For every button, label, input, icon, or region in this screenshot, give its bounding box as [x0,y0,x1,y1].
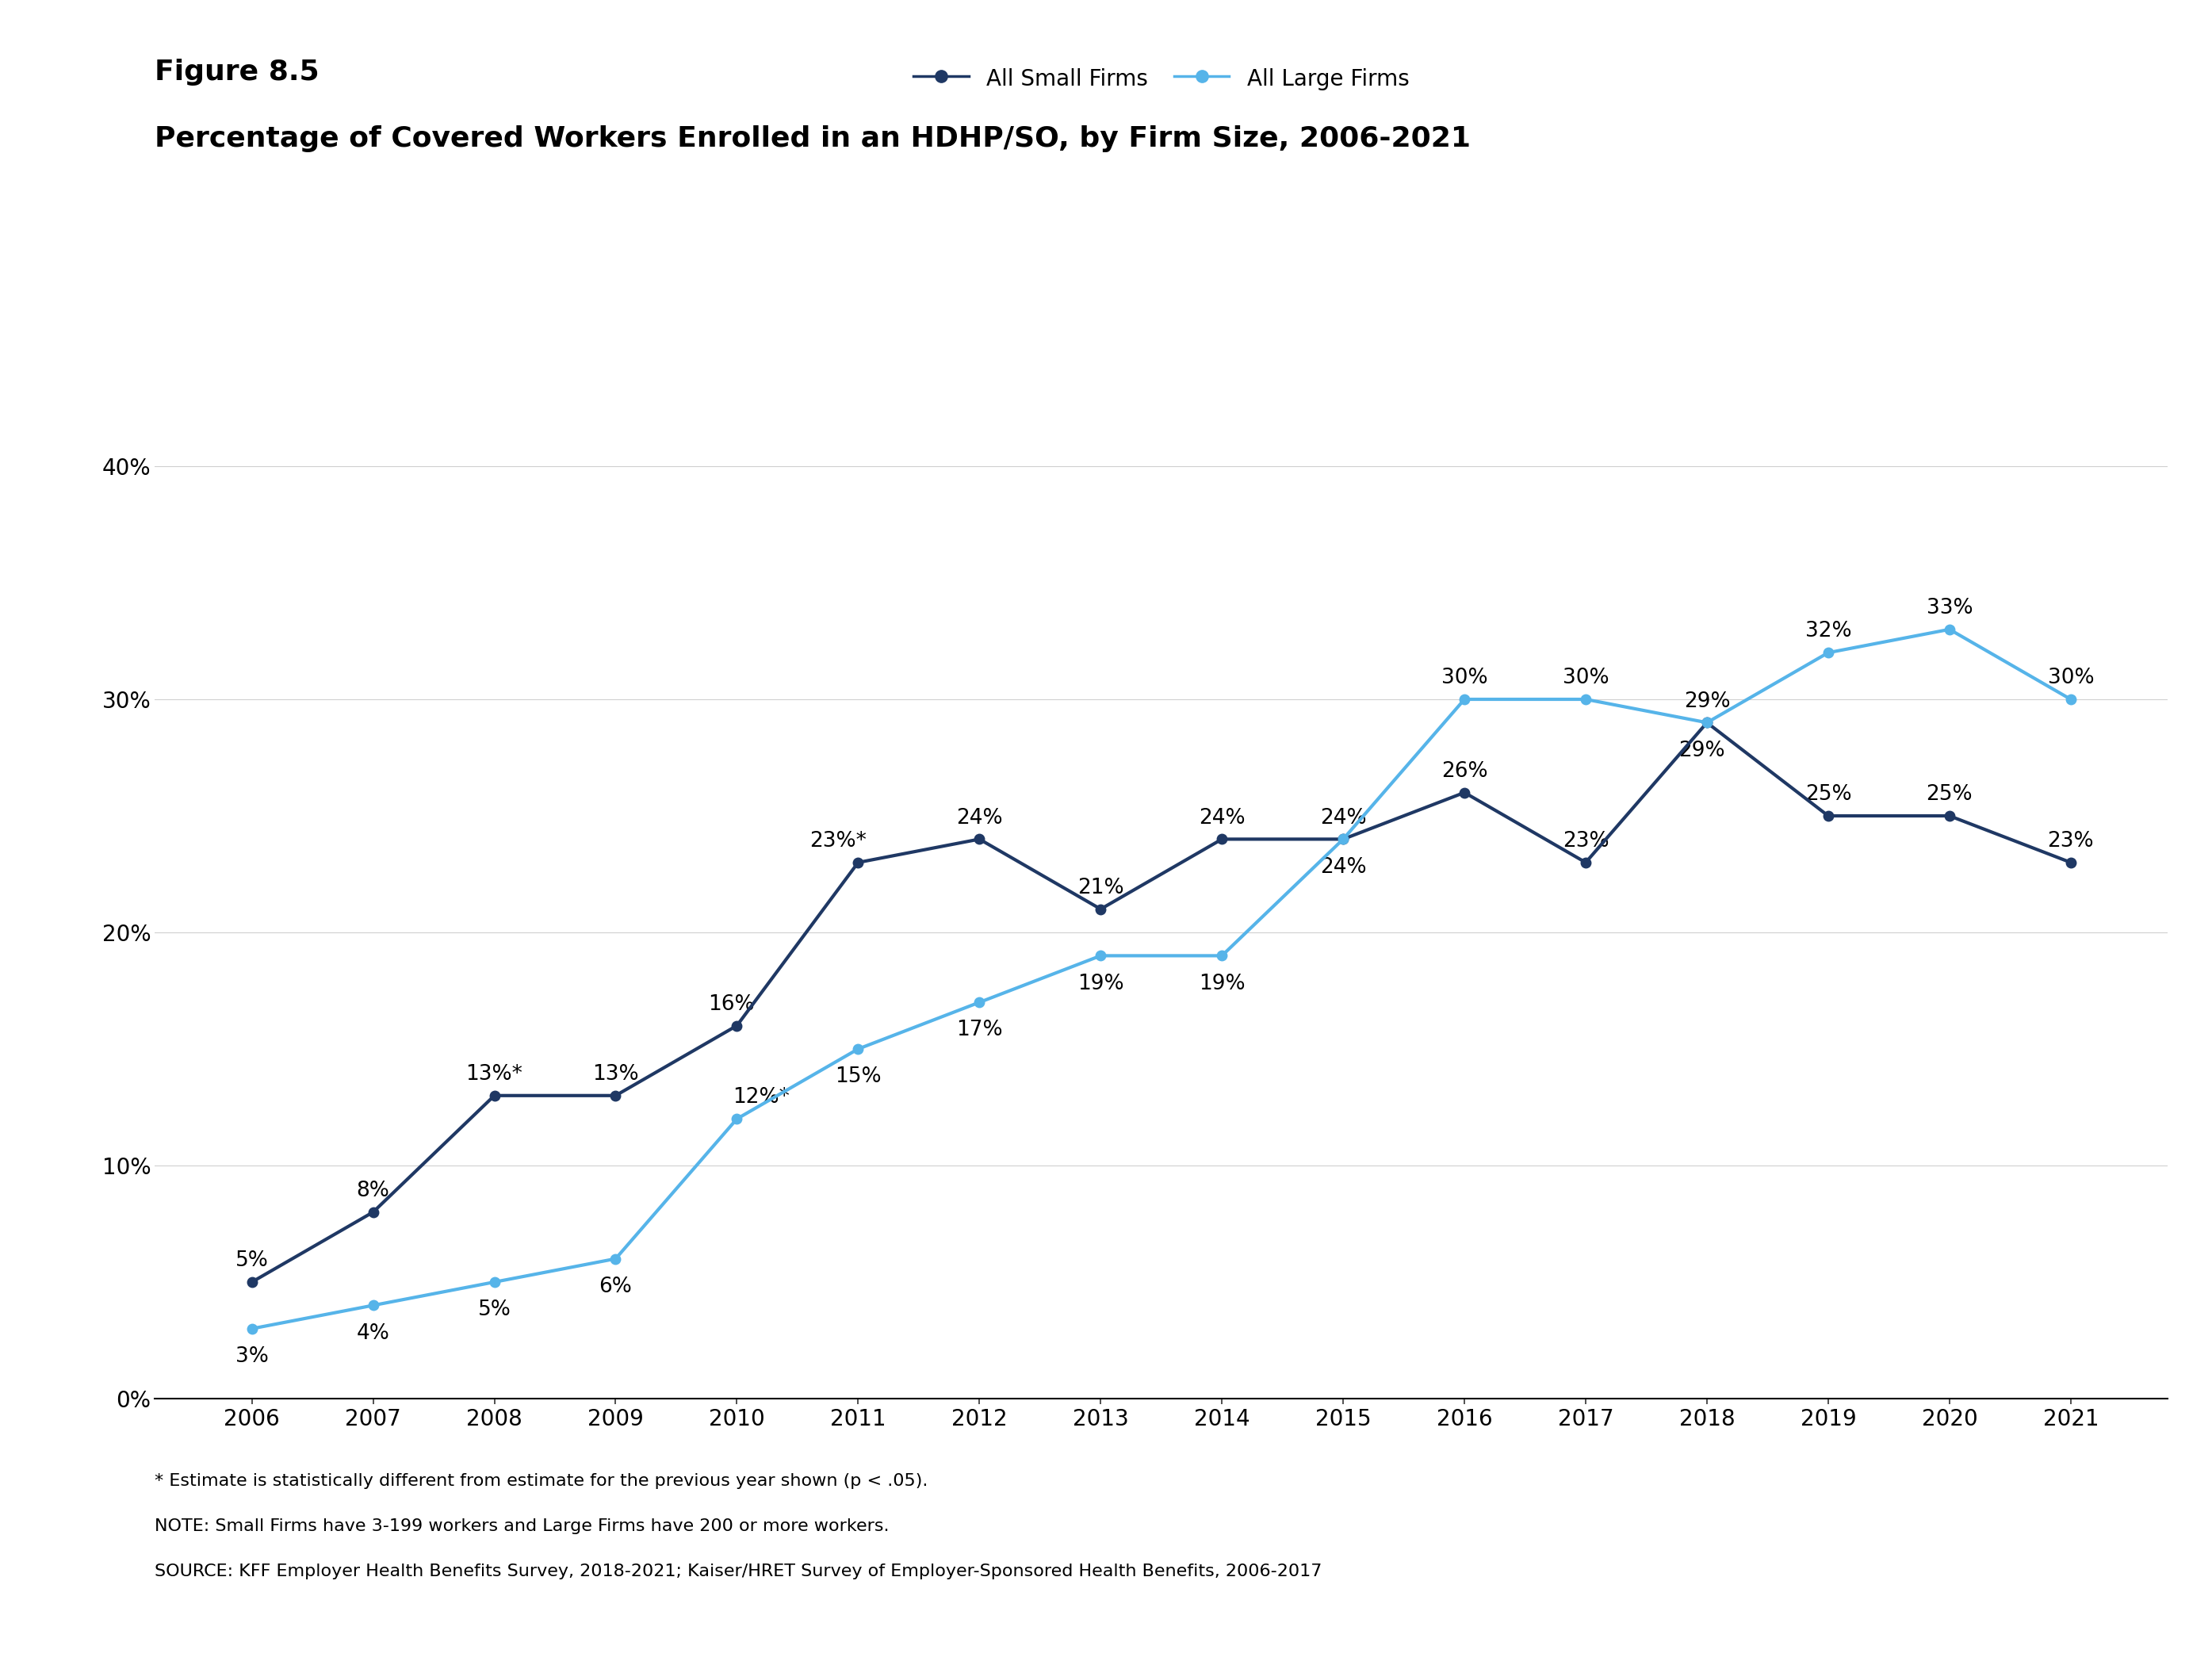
Text: 15%: 15% [834,1067,880,1087]
Text: 30%: 30% [1562,668,1608,688]
Text: 25%: 25% [1927,784,1973,804]
Text: Percentage of Covered Workers Enrolled in an HDHP/SO, by Firm Size, 2006-2021: Percentage of Covered Workers Enrolled i… [155,125,1471,152]
Text: 23%: 23% [2048,831,2095,851]
Text: 24%: 24% [1321,808,1367,828]
Text: 8%: 8% [356,1180,389,1200]
Text: 25%: 25% [1805,784,1851,804]
Text: 24%: 24% [1321,857,1367,877]
Text: 3%: 3% [234,1347,268,1367]
Text: 33%: 33% [1927,598,1973,618]
Legend: All Small Firms, All Large Firms: All Small Firms, All Large Firms [914,67,1409,90]
Text: 13%*: 13%* [467,1064,522,1084]
Text: 23%*: 23%* [810,831,867,851]
Text: 29%: 29% [1683,691,1730,711]
Text: 19%: 19% [1077,974,1124,994]
Text: 30%: 30% [2048,668,2095,688]
Text: 6%: 6% [599,1277,633,1297]
Text: 16%: 16% [708,994,754,1014]
Text: 29%: 29% [1679,741,1725,761]
Text: SOURCE: KFF Employer Health Benefits Survey, 2018-2021; Kaiser/HRET Survey of Em: SOURCE: KFF Employer Health Benefits Sur… [155,1563,1323,1580]
Text: 4%: 4% [356,1324,389,1344]
Text: NOTE: Small Firms have 3-199 workers and Large Firms have 200 or more workers.: NOTE: Small Firms have 3-199 workers and… [155,1518,889,1535]
Text: 5%: 5% [234,1250,268,1270]
Text: 21%: 21% [1077,877,1124,897]
Text: 24%: 24% [956,808,1002,828]
Text: 5%: 5% [478,1300,511,1320]
Text: 24%: 24% [1199,808,1245,828]
Text: 32%: 32% [1805,621,1851,641]
Text: 30%: 30% [1442,668,1489,688]
Text: 19%: 19% [1199,974,1245,994]
Text: * Estimate is statistically different from estimate for the previous year shown : * Estimate is statistically different fr… [155,1474,929,1490]
Text: 17%: 17% [956,1021,1002,1041]
Text: 26%: 26% [1442,761,1489,781]
Text: Figure 8.5: Figure 8.5 [155,58,319,85]
Text: 13%: 13% [593,1064,639,1084]
Text: 12%*: 12%* [732,1087,790,1107]
Text: 23%: 23% [1562,831,1608,851]
